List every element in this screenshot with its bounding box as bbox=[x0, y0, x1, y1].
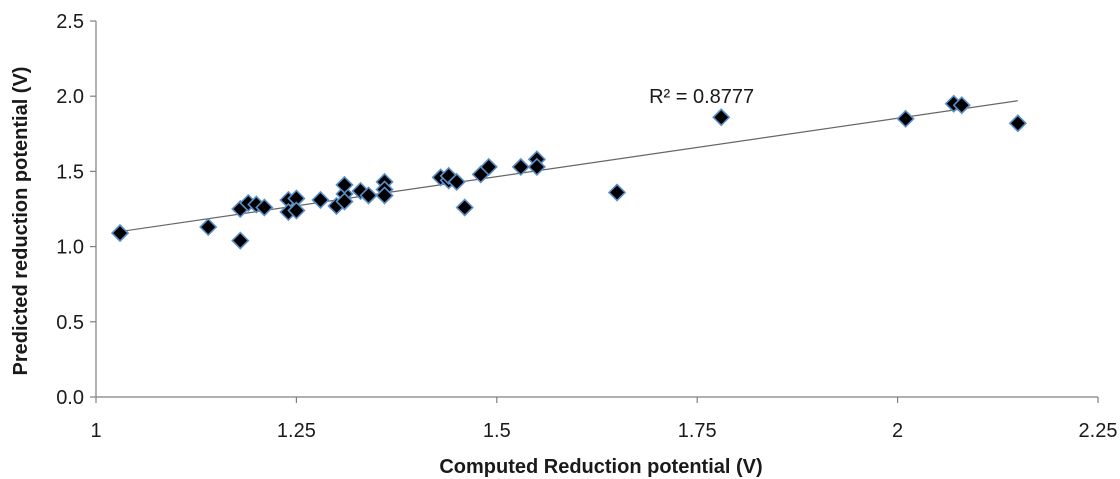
data-point bbox=[375, 186, 394, 205]
y-tick-label: 1.5 bbox=[56, 161, 84, 183]
data-point bbox=[110, 223, 130, 243]
data-point bbox=[527, 157, 547, 177]
x-tick-label: 1.75 bbox=[678, 420, 717, 442]
y-tick-label: 1.0 bbox=[56, 237, 84, 259]
x-tick-label: 1.5 bbox=[483, 420, 511, 442]
y-tick-label: 0.0 bbox=[56, 387, 84, 409]
x-tick-label: 2.25 bbox=[1079, 420, 1118, 442]
data-points bbox=[110, 94, 1027, 250]
axes: 0.0 0.5 1.0 1.5 2.0 2.5 1 1.25 1.5 1.75 2 2.25 bbox=[56, 11, 1117, 442]
data-point bbox=[712, 108, 731, 127]
y-tick-label: 0.5 bbox=[56, 312, 84, 334]
x-tick-label: 1 bbox=[90, 420, 101, 442]
data-point bbox=[511, 157, 530, 177]
data-point bbox=[359, 186, 378, 205]
data-point bbox=[447, 172, 466, 192]
x-tick-label: 2 bbox=[892, 420, 903, 442]
data-point bbox=[1008, 114, 1027, 133]
data-point bbox=[255, 198, 274, 217]
x-tick-label: 1.25 bbox=[277, 420, 316, 442]
y-axis-title: Predicted reduction potential (V) bbox=[10, 67, 32, 376]
y-tick-label: 2.5 bbox=[56, 11, 84, 33]
y-tick-label: 2.0 bbox=[56, 86, 84, 108]
x-axis-title: Computed Reduction potential (V) bbox=[439, 456, 762, 478]
labels: R² = 0.8777 Computed Reduction potential… bbox=[10, 67, 763, 478]
r-squared-annotation: R² = 0.8777 bbox=[649, 86, 754, 108]
data-point bbox=[231, 231, 250, 250]
data-point bbox=[199, 217, 218, 237]
data-point bbox=[455, 198, 474, 217]
data-point bbox=[896, 109, 915, 128]
data-point bbox=[287, 201, 306, 220]
data-point bbox=[607, 183, 627, 202]
data-point bbox=[335, 192, 354, 211]
data-point bbox=[479, 157, 498, 177]
data-point bbox=[952, 96, 971, 115]
data-point bbox=[311, 190, 330, 210]
